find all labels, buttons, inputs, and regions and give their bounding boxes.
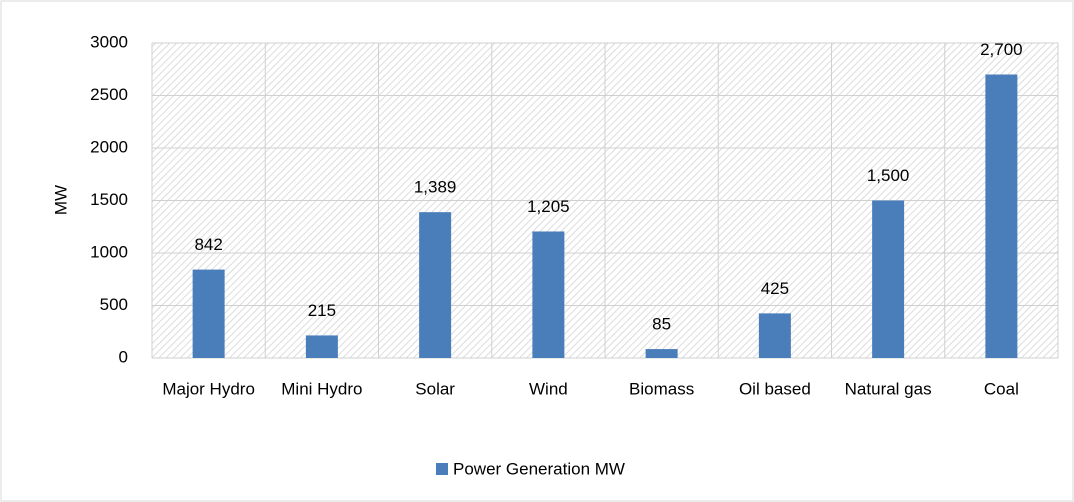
data-label: 215 (308, 301, 336, 320)
data-label: 1,205 (527, 197, 570, 216)
bar (758, 313, 791, 358)
data-label: 1,389 (414, 178, 457, 197)
y-tick-label: 3000 (90, 32, 128, 51)
y-tick-label: 0 (119, 347, 128, 366)
bar (985, 74, 1018, 358)
bar (645, 349, 678, 358)
y-tick-label: 2500 (90, 85, 128, 104)
bar (532, 231, 565, 358)
data-label: 1,500 (867, 166, 910, 185)
data-label: 2,700 (980, 40, 1023, 59)
bar (305, 335, 338, 358)
legend-swatch (436, 463, 448, 475)
x-tick-label: Biomass (629, 379, 694, 398)
data-label: 842 (194, 235, 222, 254)
x-tick-label: Major Hydro (162, 379, 255, 398)
x-tick-label: Mini Hydro (281, 379, 362, 398)
bar (872, 200, 905, 358)
y-tick-label: 1000 (90, 242, 128, 261)
y-tick-label: 2000 (90, 137, 128, 156)
y-tick-label: 1500 (90, 190, 128, 209)
x-tick-label: Wind (529, 379, 568, 398)
x-tick-label: Coal (984, 379, 1019, 398)
x-tick-label: Solar (415, 379, 455, 398)
data-label: 85 (652, 315, 671, 334)
legend-label: Power Generation MW (453, 459, 625, 478)
x-tick-label: Natural gas (845, 379, 932, 398)
bar (192, 269, 225, 358)
x-tick-label: Oil based (739, 379, 811, 398)
y-tick-label: 500 (100, 295, 128, 314)
data-label: 425 (761, 279, 789, 298)
bar (419, 212, 452, 358)
y-axis-label: MW (51, 185, 70, 215)
